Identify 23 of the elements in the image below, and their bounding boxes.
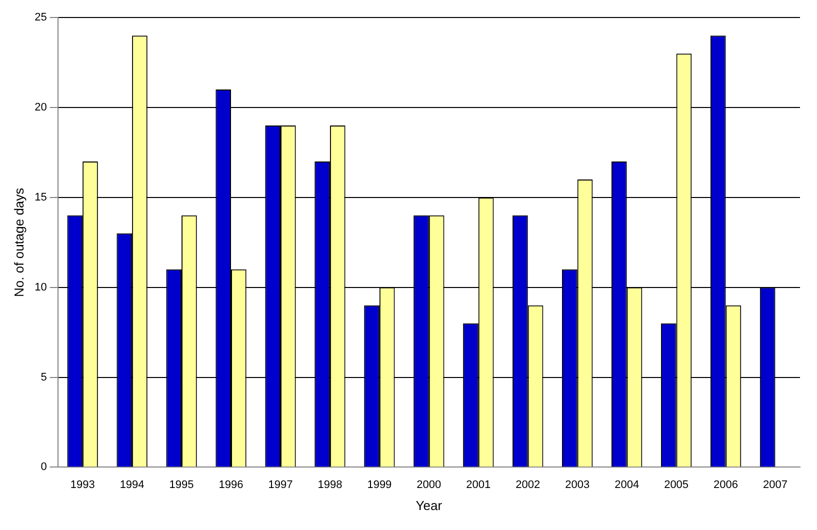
x-tick-label: 2005 [664, 478, 689, 491]
x-tick-label: 1999 [367, 478, 392, 491]
x-tick-label: 1997 [268, 478, 293, 491]
y-tick-label: 10 [34, 281, 47, 294]
x-tick-label: 2006 [714, 478, 738, 491]
y-tick-label: 0 [40, 461, 47, 474]
y-tick-label: 15 [34, 191, 47, 204]
y-tick-label: 20 [34, 102, 47, 114]
x-tick-label: 2007 [763, 478, 788, 491]
x-tick-label: 2002 [516, 478, 540, 491]
y-axis-title: No. of outage days [11, 187, 26, 297]
x-tick-label: 1994 [120, 478, 144, 491]
x-tick-label: 2003 [565, 478, 590, 491]
x-tick-label: 2001 [466, 478, 491, 491]
y-tick-label: 5 [40, 371, 47, 384]
x-tick-label: 2004 [614, 478, 640, 491]
x-tick-label: 1993 [70, 478, 95, 491]
x-tick-label: 1995 [169, 478, 194, 491]
x-tick-label: 2000 [416, 478, 442, 491]
x-tick-label: 1996 [218, 478, 244, 491]
x-axis-title: Year [416, 498, 443, 513]
y-tick-label: 25 [34, 12, 47, 24]
x-tick-label: 1998 [318, 478, 342, 491]
